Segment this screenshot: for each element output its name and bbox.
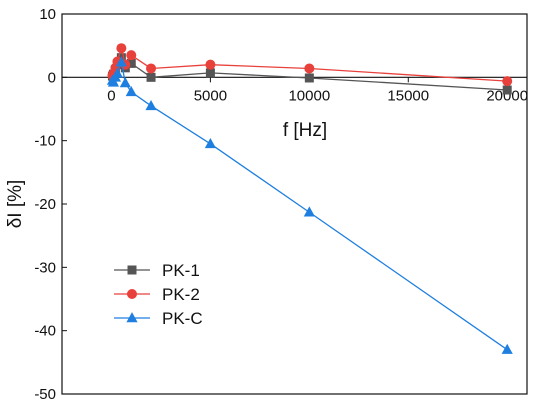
data-point-pk-1 (205, 68, 215, 78)
data-point-pk-c (111, 67, 123, 78)
data-point-pk-1 (304, 73, 314, 83)
data-point-pk-2 (116, 43, 127, 54)
data-point-pk-2 (502, 76, 513, 87)
data-point-pk-c (119, 77, 131, 88)
data-point-pk-c (107, 76, 120, 87)
legend-item-pk-c: PK-C (114, 309, 203, 328)
series-pk-c (106, 56, 513, 354)
legend-marker-pk-1 (127, 265, 137, 275)
y-tick-label: -20 (34, 196, 56, 213)
y-tick-label: -30 (34, 259, 56, 276)
legend-marker-pk-c (126, 312, 138, 323)
plot-frame (61, 13, 528, 395)
legend: PK-1 PK-2 PK-C (114, 261, 203, 328)
data-point-pk-c (303, 206, 315, 217)
data-point-pk-c (115, 56, 127, 67)
legend-label-pk-2: PK-2 (162, 285, 200, 304)
x-tick-label: 20000 (486, 87, 528, 104)
data-point-pk-1 (146, 72, 156, 82)
x-axis-title: f [Hz] (283, 120, 327, 141)
legend-marker-pk-2 (127, 289, 137, 299)
legend-label-pk-1: PK-1 (162, 261, 200, 280)
data-point-pk-2 (126, 50, 137, 61)
data-point-pk-1 (126, 58, 136, 68)
data-point-pk-1 (502, 85, 512, 95)
y-tick-label: -40 (34, 323, 56, 340)
data-point-pk-2 (146, 63, 157, 74)
data-point-pk-2 (304, 63, 315, 74)
data-point-pk-2 (205, 59, 216, 70)
data-point-pk-c (501, 343, 513, 354)
data-point-pk-c (145, 99, 157, 111)
x-tick-label: 5000 (194, 87, 227, 104)
legend-item-pk-1: PK-1 (114, 261, 200, 280)
legend-item-pk-2: PK-2 (114, 285, 200, 304)
x-tick-label: 10000 (288, 87, 330, 104)
legend-label-pk-c: PK-C (162, 309, 203, 328)
y-axis-title: δI [%] (5, 180, 26, 229)
data-point-pk-c (125, 86, 137, 97)
y-tick-label: 10 (39, 6, 56, 23)
x-tick-label: 15000 (387, 87, 429, 104)
x-tick-label: 0 (107, 87, 115, 104)
y-tick-label: -10 (34, 133, 56, 150)
y-tick-label: -50 (34, 386, 56, 403)
y-tick-label: 0 (48, 69, 56, 86)
data-point-pk-c (204, 137, 216, 149)
